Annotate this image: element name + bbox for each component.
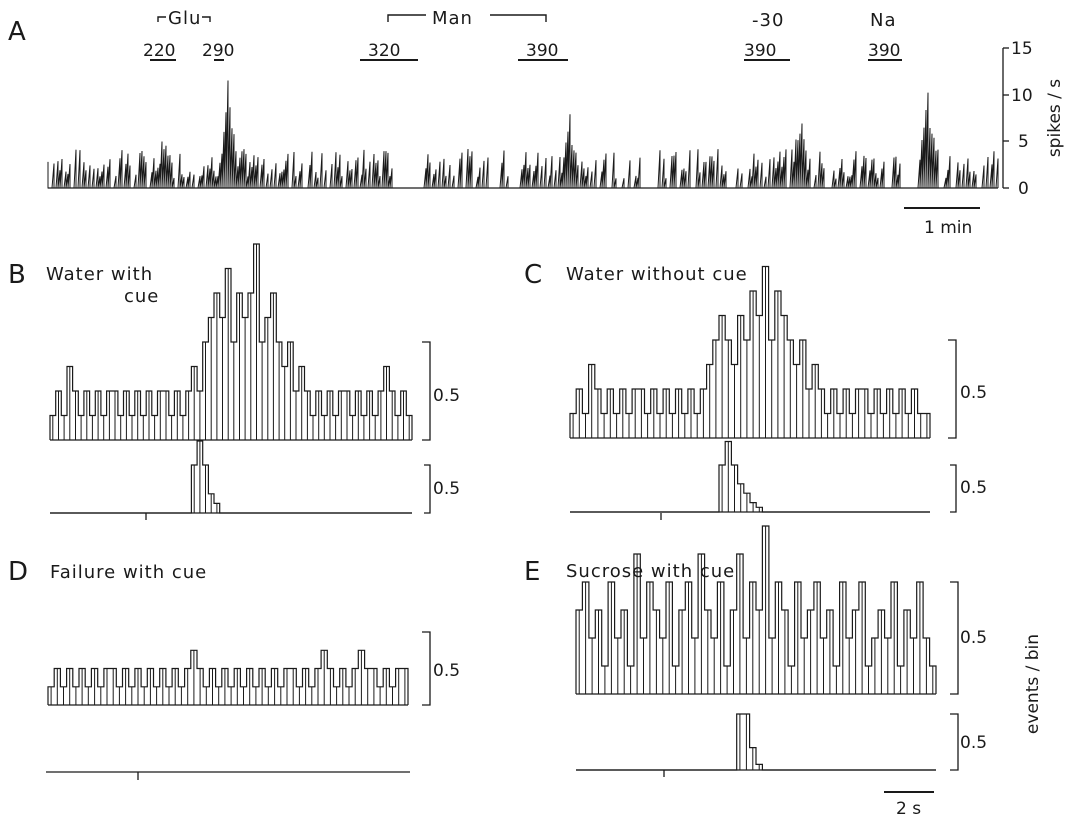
two-second-scale-label: 2 s: [896, 799, 921, 817]
conc-290: 290: [202, 41, 234, 61]
conc-320: 320: [368, 41, 400, 61]
panel-e-hist-outline: [575, 525, 937, 694]
panel-b-lower-scale-label: 0.5: [433, 479, 460, 499]
conc-390-minus30: 390: [744, 41, 776, 61]
panel-b-upper-scale-label: 0.5: [433, 386, 460, 406]
conc-390-man: 390: [526, 41, 558, 61]
panel-d-title: Failure with cue: [50, 562, 207, 583]
panel-a-ytick-label-10: 10: [1011, 86, 1033, 106]
panel-b-title-line2: cue: [124, 286, 159, 307]
panel-c-lower-scale-bar: [950, 464, 957, 513]
panel-c-lower-scale-label: 0.5: [960, 478, 987, 498]
panel-a-letter: A: [8, 17, 26, 47]
panel-e-histogram: [575, 525, 937, 695]
panel-c-upper-scale-bar: [948, 339, 957, 439]
conc-220: 220: [143, 41, 175, 61]
glu-bracket-left: [157, 16, 166, 22]
panel-e-title: Sucrose with cue: [566, 561, 735, 582]
panel-d-histogram: [47, 649, 409, 706]
panel-e-y-label: events / bin: [1023, 634, 1043, 734]
panel-c-hist-outline: [569, 265, 931, 438]
man-label: Man: [432, 8, 473, 29]
panel-c-title: Water without cue: [566, 264, 748, 285]
panel-b-lick-outline: [50, 440, 412, 514]
panel-a-rate-trace: [47, 80, 999, 189]
panel-e-upper-scale-label: 0.5: [960, 628, 987, 648]
panel-e-upper-scale-bar: [950, 581, 959, 695]
panel-d-letter: D: [8, 557, 28, 587]
panel-c-upper-scale-label: 0.5: [960, 383, 987, 403]
panel-b-hist-outline: [49, 243, 413, 440]
panel-a-ytick-label-0: 0: [1018, 179, 1029, 199]
conc-390-na: 390: [868, 41, 900, 61]
panel-b-upper-scale-bar: [422, 341, 431, 441]
panel-c-histogram: [569, 265, 931, 439]
one-minute-scale-label: 1 min: [924, 218, 972, 238]
panel-e-lower-scale-label: 0.5: [960, 733, 987, 753]
panel-e-lick-outline: [576, 713, 936, 771]
panel-b-lower-scale-bar: [424, 464, 431, 514]
man-bracket-right: [490, 14, 547, 22]
na-label: Na: [870, 10, 897, 31]
panel-c-lick-histogram: [570, 440, 930, 513]
panel-b-lick-histogram: [50, 440, 412, 514]
panel-c-lick-outline: [570, 440, 930, 513]
glu-label: Glu: [168, 8, 201, 29]
panel-e-letter: E: [524, 557, 540, 587]
man-bracket-left: [387, 14, 426, 22]
panel-b-histogram: [49, 243, 413, 441]
panel-d-scale-label: 0.5: [433, 661, 460, 681]
minus30-label: -30: [752, 10, 784, 31]
panel-a-y-label: spikes / s: [1045, 79, 1065, 157]
panel-a-ytick-label-5: 5: [1018, 132, 1029, 152]
panel-d-scale-bar: [422, 631, 431, 706]
glu-bracket-right: [202, 16, 211, 22]
panel-e-lower-scale-bar: [950, 713, 959, 771]
panel-e-lick-histogram: [576, 713, 936, 771]
panel-a-ytick-label-15: 15: [1011, 39, 1033, 59]
panel-b-title-line1: Water with: [46, 264, 153, 285]
panel-d-hist-outline: [47, 649, 409, 705]
panel-c-letter: C: [524, 260, 542, 290]
panel-b-letter: B: [8, 260, 26, 290]
panel-a-trace-path: [47, 80, 999, 189]
